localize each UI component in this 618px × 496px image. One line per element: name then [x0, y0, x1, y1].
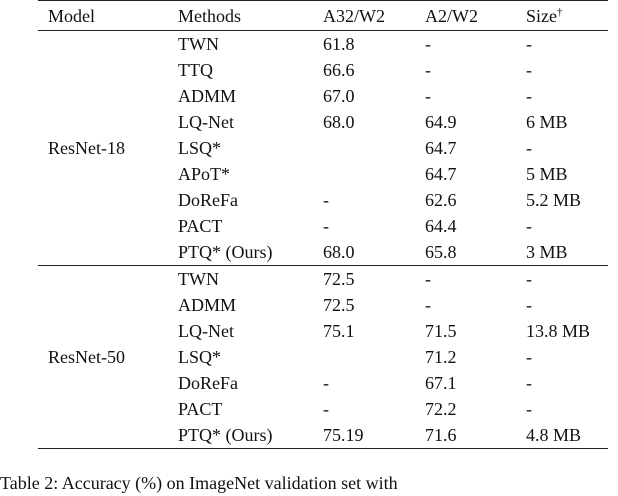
a2w2-cell: 71.5	[425, 321, 457, 341]
a2w2-cell: 71.2	[425, 347, 457, 367]
header-methods: Methods	[178, 5, 241, 26]
model-name-cell: ResNet-50	[48, 347, 125, 367]
table-row: DoReFa - 62.6 5.2 MB	[38, 187, 608, 213]
header-model: Model	[48, 5, 95, 26]
method-cell: PTQ* (Ours)	[178, 242, 273, 262]
results-table-container: Model Methods A32/W2 A2/W2 Size† ResNet-…	[38, 0, 608, 449]
method-cell: PACT	[178, 216, 223, 236]
a32w2-cell: 68.0	[323, 242, 355, 262]
results-table: Model Methods A32/W2 A2/W2 Size† ResNet-…	[38, 0, 608, 449]
size-cell: -	[526, 399, 532, 419]
table-row: APoT* 64.7 5 MB	[38, 161, 608, 187]
a2w2-cell: -	[425, 60, 431, 80]
header-a32w2: A32/W2	[323, 5, 385, 26]
table-row: LSQ* 71.2 -	[38, 344, 608, 370]
size-cell: -	[526, 347, 532, 367]
a2w2-cell: -	[425, 269, 431, 289]
table-row: ResNet-18 TWN 61.8 - -	[38, 31, 608, 158]
size-cell: -	[526, 295, 532, 315]
a32w2-cell: 75.1	[323, 321, 355, 341]
a32w2-cell: -	[323, 373, 329, 393]
size-cell: 6 MB	[526, 112, 568, 132]
method-cell: LQ-Net	[178, 112, 234, 132]
method-cell: TWN	[178, 269, 219, 289]
a32w2-cell	[313, 344, 413, 370]
table-row: TTQ 66.6 - -	[38, 57, 608, 83]
size-cell: -	[526, 34, 532, 54]
size-cell: -	[526, 269, 532, 289]
size-cell: 13.8 MB	[526, 321, 591, 341]
size-cell: -	[526, 86, 532, 106]
a32w2-cell: 61.8	[323, 34, 355, 54]
a2w2-cell: -	[425, 295, 431, 315]
a2w2-cell: 62.6	[425, 190, 457, 210]
size-cell: -	[526, 60, 532, 80]
method-cell: LSQ*	[178, 138, 222, 158]
a32w2-cell	[313, 161, 413, 187]
method-cell: LSQ*	[178, 347, 222, 367]
header-size: Size†	[520, 1, 608, 31]
table-row: PACT - 64.4 -	[38, 213, 608, 239]
table-row: ADMM 67.0 - -	[38, 83, 608, 109]
a2w2-cell: 71.6	[425, 425, 457, 445]
table-row: PTQ* (Ours) 68.0 65.8 3 MB	[38, 239, 608, 266]
a2w2-cell: -	[425, 34, 431, 54]
header-a2w2: A2/W2	[425, 5, 478, 26]
a32w2-cell: -	[323, 190, 329, 210]
size-cell: -	[526, 216, 532, 236]
method-cell: PTQ* (Ours)	[178, 425, 273, 445]
table-row: LQ-Net 75.1 71.5 13.8 MB	[38, 318, 608, 344]
method-cell: ADMM	[178, 86, 237, 106]
a32w2-cell: 72.5	[323, 269, 355, 289]
a2w2-cell: 64.7	[425, 164, 457, 184]
a32w2-cell: -	[323, 399, 329, 419]
header-row: Model Methods A32/W2 A2/W2 Size†	[38, 0, 608, 31]
a2w2-cell: 64.7	[425, 138, 457, 158]
method-cell: ADMM	[178, 295, 237, 315]
table-row: ResNet-50 TWN 72.5 - -	[38, 265, 608, 367]
a32w2-cell: 68.0	[323, 112, 355, 132]
a32w2-cell	[313, 135, 413, 161]
size-cell: 3 MB	[526, 242, 568, 262]
a32w2-cell: 67.0	[323, 86, 355, 106]
table-row: LQ-Net 68.0 64.9 6 MB	[38, 109, 608, 135]
method-cell: DoReFa	[178, 190, 238, 210]
size-cell: -	[526, 138, 532, 158]
table-body: ResNet-18 TWN 61.8 - - TTQ 66.6 - - ADMM 67.0 - - LQ-…	[38, 31, 608, 449]
header-size-label: Size	[526, 5, 557, 26]
table-row: PTQ* (Ours) 75.19 71.6 4.8 MB	[38, 422, 608, 449]
table-caption: Table 2: Accuracy (%) on ImageNet valida…	[0, 473, 398, 493]
size-cell: 5.2 MB	[526, 190, 582, 210]
model-name-cell: ResNet-18	[48, 138, 125, 158]
a2w2-cell: 65.8	[425, 242, 457, 262]
method-cell: LQ-Net	[178, 321, 234, 341]
a32w2-cell: -	[323, 216, 329, 236]
a2w2-cell: 72.2	[425, 399, 457, 419]
a32w2-cell: 66.6	[323, 60, 355, 80]
method-cell: DoReFa	[178, 373, 238, 393]
a32w2-cell: 72.5	[323, 295, 355, 315]
method-cell: TWN	[178, 34, 219, 54]
a2w2-cell: 64.4	[425, 216, 457, 236]
table-row: DoReFa - 67.1 -	[38, 370, 608, 396]
a32w2-cell: 75.19	[323, 425, 364, 445]
method-cell: TTQ	[178, 60, 213, 80]
header-size-dagger: †	[557, 5, 563, 18]
method-cell: APoT*	[178, 164, 231, 184]
size-cell: -	[526, 373, 532, 393]
size-cell: 4.8 MB	[526, 425, 582, 445]
a2w2-cell: 64.9	[425, 112, 457, 132]
table-row: ADMM 72.5 - -	[38, 292, 608, 318]
a2w2-cell: -	[425, 86, 431, 106]
a2w2-cell: 67.1	[425, 373, 457, 393]
table-row: PACT - 72.2 -	[38, 396, 608, 422]
size-cell: 5 MB	[526, 164, 568, 184]
method-cell: PACT	[178, 399, 223, 419]
table-row: LSQ* 64.7 -	[38, 135, 608, 161]
